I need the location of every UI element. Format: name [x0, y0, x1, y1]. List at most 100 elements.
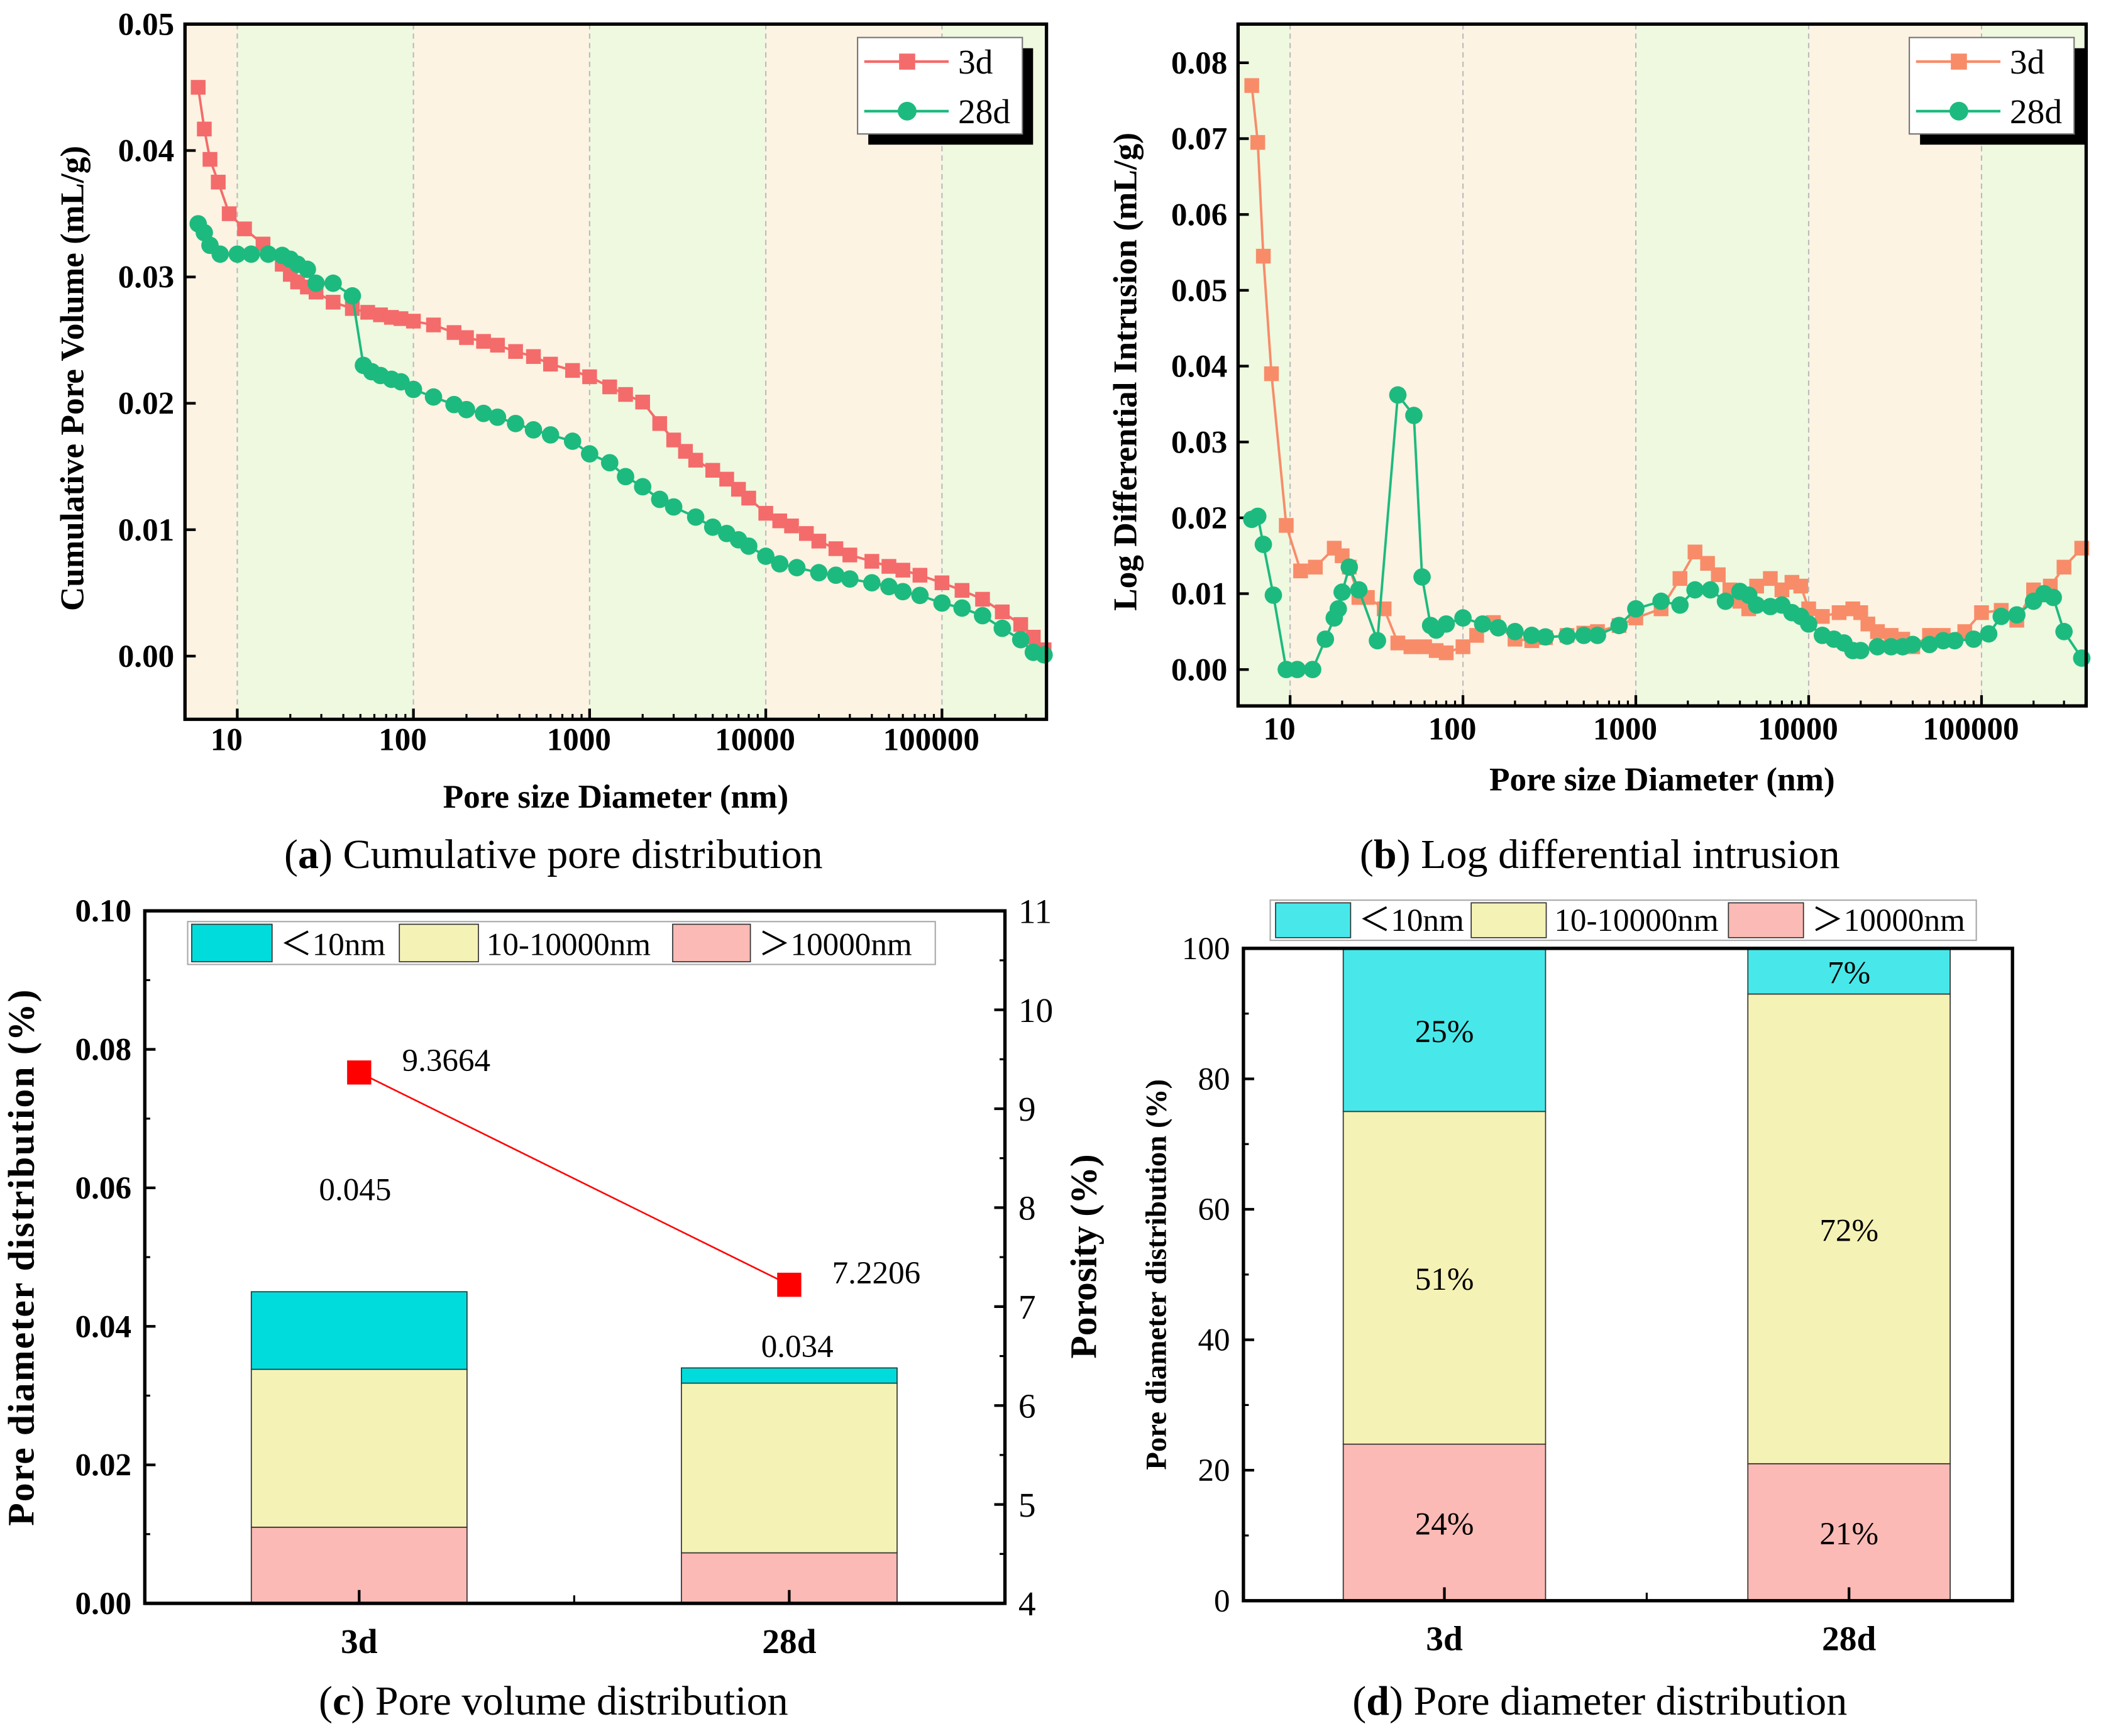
y-tick-label: 0.02 [1171, 500, 1227, 536]
data-point-3d [426, 317, 441, 332]
x-tick-label: 1000 [1593, 711, 1657, 747]
data-point-28d [2055, 623, 2073, 640]
data-point-28d [1589, 627, 1606, 644]
data-point-3d [784, 519, 799, 534]
y-tick-label: 80 [1198, 1061, 1230, 1097]
panel-a: 10 100 1000 10000 100000 0.00 0.01 0.02 0.03 0.04… [53, 6, 1053, 877]
data-point-28d [841, 570, 859, 588]
data-point-28d [563, 432, 582, 450]
data-point-3d [881, 559, 896, 574]
data-point-3d [1264, 366, 1279, 382]
y-tick-label: 20 [1198, 1453, 1230, 1488]
data-point-28d [2073, 649, 2091, 667]
x-tick-label: 100 [1428, 711, 1477, 747]
data-point-28d [343, 287, 361, 305]
data-point-3d [565, 363, 580, 378]
data-point-28d [1800, 615, 1817, 633]
caption-text: Pore diameter distribution [1403, 1678, 1847, 1724]
data-point-28d [524, 421, 543, 439]
x-axis-title: Pore size Diameter (nm) [1489, 761, 1835, 798]
y-tick-label: 0.08 [1171, 45, 1227, 81]
data-point-28d [1558, 627, 1576, 645]
x-tick-label: 100000 [1922, 711, 2019, 747]
data-point-28d [1340, 558, 1359, 576]
data-point-3d [582, 369, 597, 385]
bar-segment-<10nm [250, 1291, 468, 1370]
data-point-28d [1264, 586, 1282, 604]
data-point-3d [705, 463, 720, 478]
y2-tick-label: 5 [1018, 1486, 1036, 1524]
data-point-28d [1035, 646, 1053, 664]
bar-segment->10000nm [1747, 1463, 1951, 1601]
data-point-28d [1333, 583, 1351, 601]
data-point-28d [687, 508, 705, 526]
data-point-28d [541, 426, 560, 444]
x-tick-label: 100000 [883, 722, 979, 757]
legend-marker-28d [898, 101, 917, 121]
data-point-28d [324, 274, 342, 292]
y2-tick-label: 9 [1018, 1090, 1036, 1128]
data-point-28d [911, 586, 929, 605]
data-point-28d [488, 408, 507, 426]
panel-caption: (c) Pore volume distribution [319, 1678, 788, 1724]
panel-d: 24% 51% 25% 3d 21% 72% 7% 28d 0 20 40 60 80 100 ＜10nm 1… [1140, 899, 2014, 1724]
data-point-3d [1687, 544, 1702, 559]
x-tick-label: 10 [1264, 711, 1296, 747]
data-point-3d [1438, 645, 1454, 661]
data-point-28d [2044, 588, 2062, 607]
data-point-3d [1279, 518, 1294, 533]
data-point-3d [190, 80, 206, 95]
data-point-28d [771, 555, 789, 573]
data-point-28d [1369, 632, 1386, 650]
data-point-28d [1437, 615, 1455, 633]
data-point-28d [1652, 592, 1670, 610]
legend-swatch-<10nm [1275, 902, 1352, 938]
porosity-label: 7.2206 [832, 1255, 921, 1291]
data-point-28d [1489, 618, 1508, 637]
panel-caption: (d) Pore diameter distribution [1352, 1678, 1847, 1724]
data-point-3d [508, 344, 523, 359]
data-point-28d [894, 583, 912, 601]
data-point-28d [651, 490, 669, 508]
bar-segment-10-10000nm [250, 1368, 468, 1528]
legend-label: ＞10000nm [1812, 903, 1965, 938]
data-point-28d [1254, 536, 1272, 553]
y-tick-label: 0.08 [75, 1032, 131, 1068]
bar-segment-label: 24% [1415, 1506, 1474, 1542]
legend-label: ＜10nm [1359, 903, 1464, 938]
legend-label: ＞10000nm [758, 927, 912, 963]
panel-b: 10 100 1000 10000 100000 0.00 0.01 0.02 0.03 0.04… [1106, 22, 2091, 877]
data-point-3d [602, 379, 617, 395]
data-point-28d [1851, 642, 1870, 659]
data-point-3d [895, 563, 910, 578]
data-point-28d [424, 388, 443, 406]
porosity-line [358, 1072, 790, 1286]
data-point-3d [912, 568, 928, 583]
legend-label-3d: 3d [958, 43, 993, 81]
legend-label-28d: 28d [958, 92, 1010, 131]
data-point-3d [1672, 571, 1687, 586]
y-tick-label: 0.00 [1171, 652, 1227, 688]
data-point-3d [719, 471, 734, 487]
data-point-3d [1250, 135, 1266, 150]
legend-swatch->10000nm [672, 923, 751, 963]
bar-segment-<10nm [1747, 948, 1951, 995]
shaded-band-orange [185, 24, 238, 720]
data-point-28d [953, 599, 971, 617]
data-point-28d [404, 380, 422, 398]
data-point-3d [954, 583, 969, 598]
y-tick-label: 0.01 [118, 512, 174, 548]
porosity-label: 9.3664 [402, 1043, 491, 1079]
caption-text: Cumulative pore distribution [333, 832, 823, 877]
data-point-3d [197, 121, 212, 136]
data-point-28d [1506, 623, 1524, 640]
data-point-28d [827, 566, 845, 585]
legend-marker-28d [1949, 101, 1968, 121]
panel-caption: (b) Log differential intrusion [1360, 832, 1840, 877]
bar-segment-label: 25% [1415, 1014, 1474, 1050]
data-point-3d [405, 314, 421, 329]
plot-frame [1242, 947, 2014, 1603]
data-point-28d [242, 245, 260, 263]
y-tick-label: 0.03 [118, 260, 174, 295]
data-point-28d [507, 415, 524, 432]
